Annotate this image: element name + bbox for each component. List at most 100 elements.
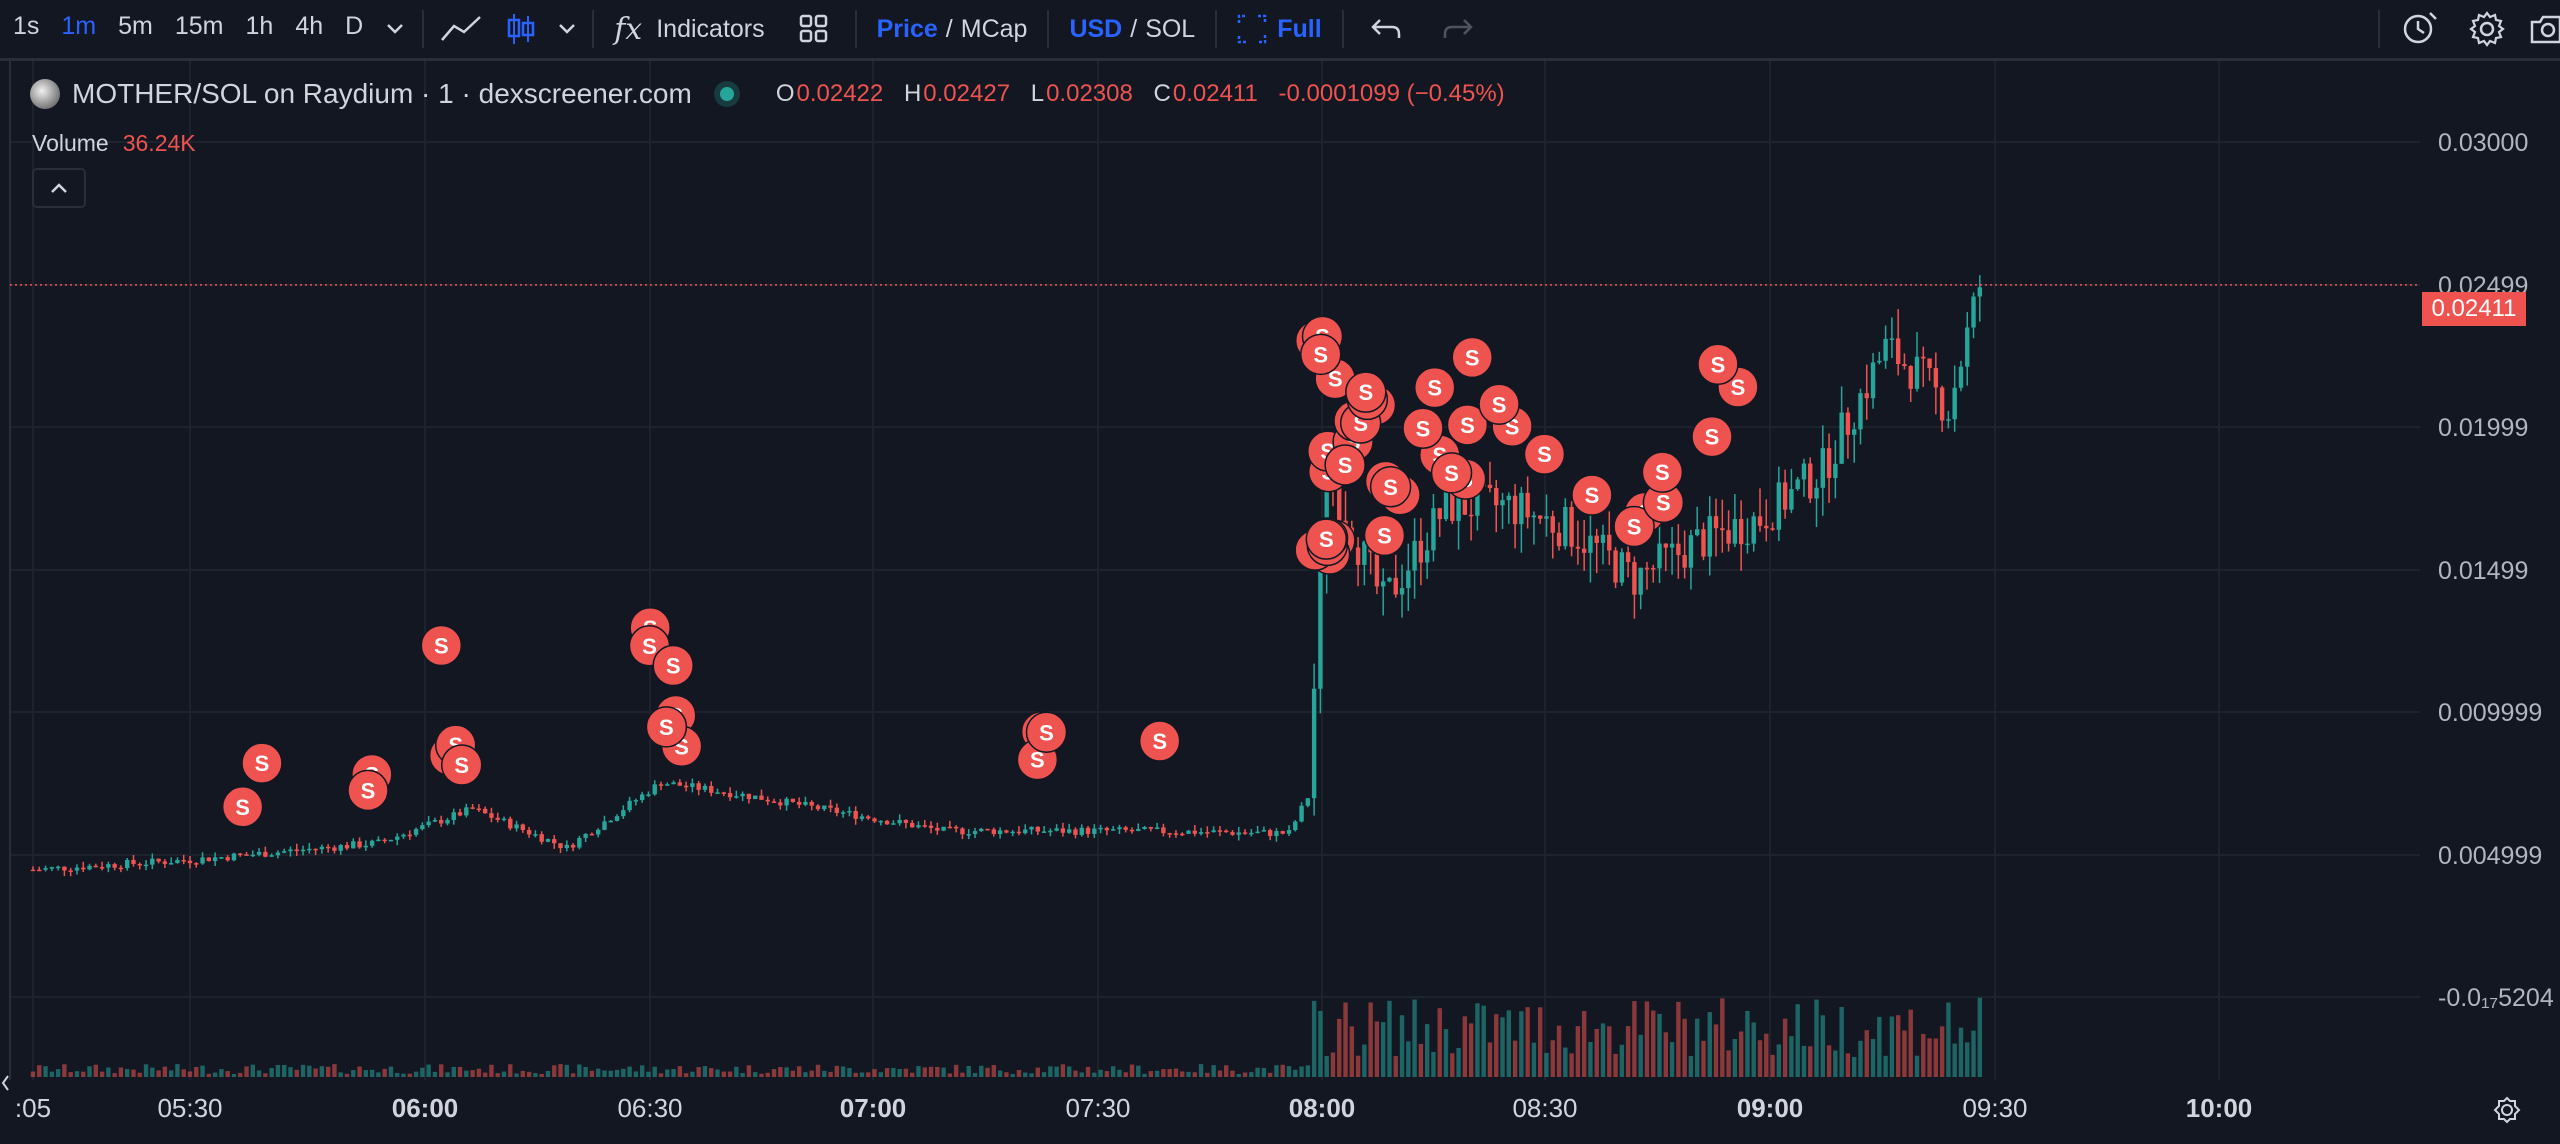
candle (709, 786, 714, 793)
low-label: L (1030, 80, 1045, 107)
volume-bar (1004, 1072, 1009, 1077)
candle (1054, 828, 1059, 831)
sell-marker (652, 644, 694, 687)
volume-bar (1500, 1017, 1505, 1077)
candle (1506, 495, 1511, 501)
candle (125, 859, 130, 869)
sell-marker (347, 769, 389, 812)
alert-clock-icon[interactable] (2386, 0, 2454, 58)
volume-bar (156, 1070, 161, 1077)
volume-bar (1487, 1042, 1493, 1077)
price-chart[interactable]: SSSSSSSSSSSSSSSSSSSSSSSSSSSSSSSSSSSSSSSS… (0, 61, 2560, 1144)
mcap-option[interactable]: MCap (960, 14, 1028, 43)
timeframe-1m[interactable]: 1m (61, 12, 97, 40)
candle (834, 807, 840, 813)
open-value: 0.02422 (796, 80, 884, 107)
price-mcap-toggle[interactable]: Price / MCap (863, 0, 1042, 58)
full-label: Full (1277, 14, 1322, 43)
collapse-legend-button[interactable] (32, 168, 86, 208)
candle (118, 867, 124, 870)
sell-marker-label: S (1383, 475, 1398, 500)
volume-bar (533, 1073, 538, 1077)
currency-toggle[interactable]: USD / SOL (1055, 0, 1209, 58)
volume-bar (407, 1073, 412, 1077)
volume-bar (1701, 1040, 1706, 1077)
indicators-label: Indicators (656, 14, 765, 43)
timeframe-1h[interactable]: 1h (245, 12, 274, 40)
candle (1267, 830, 1273, 837)
chevron-down-icon[interactable] (374, 0, 416, 58)
candle (307, 848, 312, 851)
volume-bar (1776, 1044, 1782, 1077)
candle (1613, 550, 1618, 583)
timeframe-4h[interactable]: 4h (295, 12, 324, 40)
volume-bar (646, 1071, 651, 1077)
candle (1845, 412, 1851, 435)
candle (1399, 588, 1405, 595)
volume-bar (1374, 1021, 1380, 1077)
candle (1261, 830, 1267, 832)
volume-bar (897, 1068, 902, 1077)
candle (608, 820, 613, 823)
candle (1707, 516, 1712, 557)
indicators-button[interactable]: fx Indicators (600, 0, 778, 58)
candle (1921, 356, 1926, 359)
volume-bar (1519, 1011, 1524, 1077)
volume-bar (457, 1066, 463, 1077)
candle (1456, 491, 1461, 521)
sell-marker-label: S (642, 634, 657, 659)
candle (1619, 552, 1625, 583)
timeframe-15m[interactable]: 15m (174, 12, 224, 40)
undo-icon[interactable] (1350, 0, 1422, 58)
volume-bar (822, 1070, 827, 1077)
candle (1632, 562, 1637, 595)
currency-separator: / (1130, 14, 1138, 43)
candle (1393, 577, 1398, 595)
candle (1280, 831, 1285, 834)
candle (338, 845, 343, 851)
sell-marker-label: S (1585, 483, 1600, 508)
candles-icon[interactable] (494, 0, 548, 58)
candle (652, 784, 657, 795)
axis-settings-icon[interactable] (2493, 1096, 2521, 1124)
volume-bar (1205, 1072, 1210, 1077)
volume-bar (570, 1073, 576, 1077)
candle (1004, 830, 1009, 833)
candle (1412, 540, 1417, 571)
usd-option[interactable]: USD (1069, 14, 1123, 43)
candle (1952, 387, 1957, 420)
candle (1475, 485, 1480, 516)
timeframe-D[interactable]: D (345, 12, 364, 40)
full-button[interactable]: Full (1223, 0, 1335, 58)
candle (665, 784, 670, 786)
volume-bar (1544, 1052, 1549, 1077)
volume-bar (1337, 1018, 1342, 1077)
timeframe-1s[interactable]: 1s (13, 12, 40, 40)
volume-bar (1299, 1066, 1304, 1077)
candle (740, 793, 745, 797)
left-scroll-arrow[interactable] (1, 1075, 9, 1091)
volume-bar (382, 1068, 387, 1077)
volume-bar (37, 1065, 42, 1077)
camera-icon[interactable] (2520, 0, 2560, 58)
volume-bar (928, 1066, 934, 1077)
volume-bar (206, 1073, 212, 1077)
settings-gear-icon[interactable] (2454, 0, 2520, 58)
layout-grid-icon[interactable] (779, 0, 849, 58)
volume-bar (1450, 1053, 1455, 1077)
volume-bar (1538, 1007, 1543, 1077)
sell-marker-label: S (1492, 392, 1507, 417)
volume-bar (363, 1070, 369, 1077)
sol-option[interactable]: SOL (1145, 14, 1196, 43)
chart-type-chevron-icon[interactable] (548, 0, 586, 58)
sell-marker-label: S (1655, 460, 1670, 485)
line-chart-icon[interactable] (430, 0, 494, 58)
candle (1494, 487, 1499, 506)
redo-icon[interactable] (1422, 0, 1494, 58)
timeframe-5m[interactable]: 5m (118, 12, 153, 40)
volume-bar (1839, 1006, 1844, 1077)
volume-bar (853, 1072, 858, 1077)
volume-bar (840, 1066, 846, 1077)
price-option[interactable]: Price (876, 14, 938, 43)
candle (244, 854, 249, 856)
